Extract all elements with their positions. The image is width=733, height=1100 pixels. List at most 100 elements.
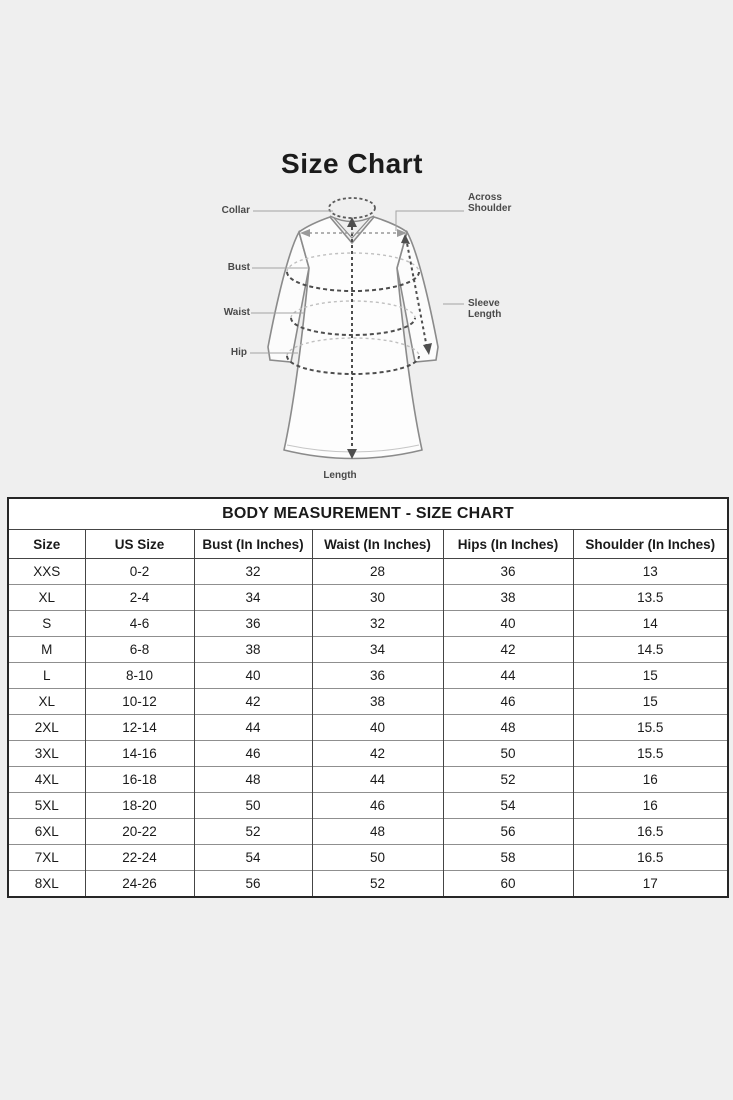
size-table: BODY MEASUREMENT - SIZE CHART Size US Siz…	[7, 497, 730, 898]
table-cell: 2XL	[8, 714, 85, 741]
sleeve-length-arrow-bottom	[423, 343, 432, 355]
across-shoulder-arrow-right	[397, 229, 407, 237]
table-cell: 15	[572, 662, 729, 689]
table-cell: 44	[311, 766, 443, 793]
table-cell: 16-18	[84, 766, 194, 793]
across-shoulder-label: Across Shoulder	[468, 192, 512, 214]
table-cell: 5XL	[8, 792, 85, 819]
length-arrow-top	[347, 217, 357, 227]
length-label: Length	[323, 470, 357, 481]
column-header: Size	[8, 529, 85, 559]
column-header-row: Size US Size Bust (In Inches) Waist (In Inc…	[8, 529, 729, 559]
table-cell: 8XL	[8, 870, 85, 897]
table-cell: 40	[442, 610, 573, 637]
table-row: S 4-6 36 32 40 14	[8, 610, 729, 637]
left-sleeve-shape	[267, 229, 310, 363]
table-cell: 50	[311, 844, 443, 871]
table-cell: 40	[193, 662, 312, 689]
table-cell: S	[8, 610, 85, 637]
waist-label: Waist	[223, 307, 250, 318]
table-row: 2XL 12-14 44 40 48 15.5	[8, 714, 729, 741]
table-cell: 13.5	[572, 584, 729, 611]
table-row: M 6-8 38 34 42 14.5	[8, 636, 729, 663]
table-cell: 44	[193, 714, 312, 741]
table-cell: 14-16	[84, 740, 194, 767]
collar-ellipse	[328, 197, 376, 219]
table-cell: 42	[193, 688, 312, 715]
table-cell: 17	[572, 870, 729, 897]
table-cell: 14.5	[572, 636, 729, 663]
table-cell: 20-22	[84, 818, 194, 845]
table-cell: 4XL	[8, 766, 85, 793]
column-header: Shoulder (In Inches)	[572, 529, 729, 559]
table-cell: 8-10	[84, 662, 194, 689]
column-header: Hips (In Inches)	[442, 529, 573, 559]
sleeve-length-label: Sleeve Length	[468, 298, 502, 320]
table-cell: 16.5	[572, 844, 729, 871]
across-shoulder-arrow-left	[300, 229, 310, 237]
table-cell: 46	[442, 688, 573, 715]
table-cell: 48	[193, 766, 312, 793]
placket-inner-line	[333, 217, 371, 239]
table-cell: 32	[193, 558, 312, 585]
table-cell: 18-20	[84, 792, 194, 819]
table-row: L 8-10 40 36 44 15	[8, 662, 729, 689]
table-row: 8XL 24-26 56 52 60 17	[8, 870, 729, 897]
table-cell: 10-12	[84, 688, 194, 715]
sleeve-length-arrow-top	[401, 234, 410, 244]
table-cell: 36	[311, 662, 443, 689]
table-cell: L	[8, 662, 85, 689]
table-cell: 30	[311, 584, 443, 611]
column-header: Bust (In Inches)	[193, 529, 312, 559]
table-cell: 60	[442, 870, 573, 897]
kurta-measurement-diagram	[250, 197, 464, 460]
page-title: Size Chart	[281, 148, 423, 179]
table-cell: 2-4	[84, 584, 194, 611]
bust-label: Bust	[227, 262, 250, 273]
table-row: 4XL 16-18 48 44 52 16	[8, 766, 729, 793]
table-cell: 7XL	[8, 844, 85, 871]
table-cell: 4-6	[84, 610, 194, 637]
table-cell: 16	[572, 766, 729, 793]
size-table-body: XXS 0-2 32 28 36 13 XL 2-4 34 30 38 13.5 S 4-6 36 32 40 1…	[8, 558, 729, 897]
table-cell: 16	[572, 792, 729, 819]
table-cell: 46	[311, 792, 443, 819]
table-cell: 56	[193, 870, 312, 897]
table-cell: 22-24	[84, 844, 194, 871]
table-cell: 16.5	[572, 818, 729, 845]
table-cell: 32	[311, 610, 443, 637]
collar-label: Collar	[221, 205, 250, 216]
table-row: XL 10-12 42 38 46 15	[8, 688, 729, 715]
table-cell: 50	[442, 740, 573, 767]
column-header: Waist (In Inches)	[311, 529, 443, 559]
table-cell: XXS	[8, 558, 85, 585]
table-cell: 13	[572, 558, 729, 585]
table-cell: 0-2	[84, 558, 194, 585]
table-cell: 3XL	[8, 740, 85, 767]
table-cell: 42	[311, 740, 443, 767]
table-cell: 52	[442, 766, 573, 793]
table-cell: 6XL	[8, 818, 85, 845]
table-row: 6XL 20-22 52 48 56 16.5	[8, 818, 729, 845]
table-cell: 24-26	[84, 870, 194, 897]
table-cell: 36	[442, 558, 573, 585]
table-cell: M	[8, 636, 85, 663]
hip-label: Hip	[230, 347, 247, 358]
table-cell: 48	[311, 818, 443, 845]
table-row: 5XL 18-20 50 46 54 16	[8, 792, 729, 819]
table-cell: 34	[311, 636, 443, 663]
sleeve-length-measure-line	[405, 237, 428, 349]
table-cell: 48	[442, 714, 573, 741]
table-cell: 58	[442, 844, 573, 871]
table-cell: 56	[442, 818, 573, 845]
table-cell: 36	[193, 610, 312, 637]
table-cell: 54	[193, 844, 312, 871]
table-cell: 52	[311, 870, 443, 897]
bust-ellipse-bottom	[286, 271, 420, 292]
table-cell: 38	[193, 636, 312, 663]
table-cell: 46	[193, 740, 312, 767]
table-cell: 38	[442, 584, 573, 611]
table-cell: 15.5	[572, 740, 729, 767]
bust-ellipse-top	[286, 252, 420, 273]
